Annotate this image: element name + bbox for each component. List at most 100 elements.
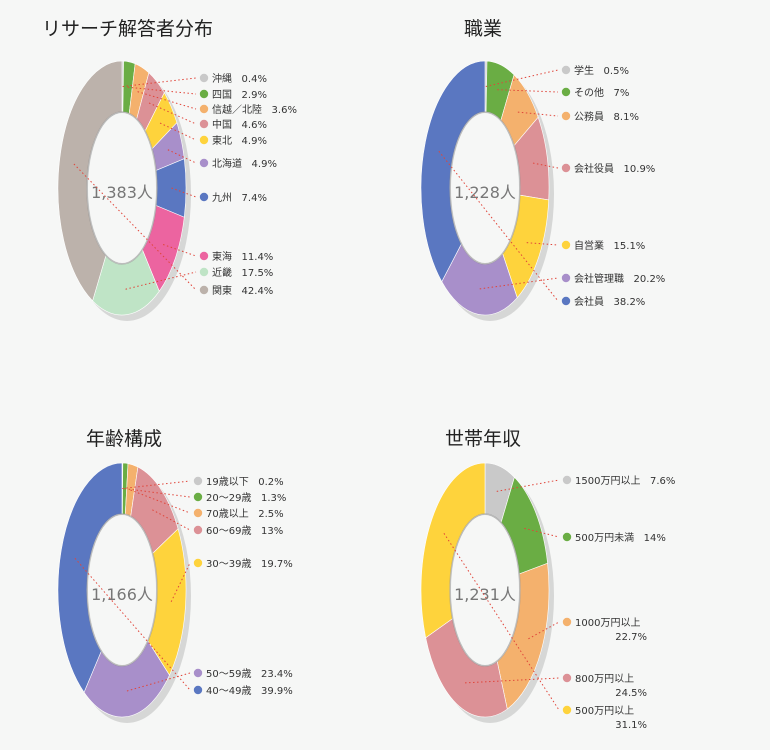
chart-title-region: リサーチ解答者分布 bbox=[42, 18, 214, 40]
legend-dot bbox=[562, 532, 572, 542]
leader-line bbox=[125, 271, 197, 290]
slice-label: 19歳以下 0.2% bbox=[206, 476, 284, 488]
slice-label: 信越／北陸 3.6% bbox=[212, 103, 297, 116]
slice-label: 学生 0.5% bbox=[574, 64, 629, 77]
legend-dot bbox=[199, 192, 209, 202]
legend-dot bbox=[562, 475, 572, 485]
legend-dot bbox=[199, 267, 209, 277]
legend-dot bbox=[193, 558, 203, 568]
slice-label: 中国 4.6% bbox=[212, 118, 267, 131]
donut-chart-2: 1,166人 19歳以下 0.2% 20〜29歳 1.3% 70歳以上 2.5% 60〜… bbox=[57, 462, 293, 723]
donut-center-label: 1,231人 bbox=[454, 585, 516, 604]
slice-label: 北海道 4.9% bbox=[212, 157, 277, 170]
leader-line bbox=[73, 163, 197, 291]
slice-label: 1500万円以上 7.6% bbox=[575, 475, 675, 487]
slice-label: 会社員 38.2% bbox=[574, 295, 645, 308]
legend-dot bbox=[199, 135, 209, 145]
slice-label: 会社役員 10.9% bbox=[574, 162, 655, 175]
legend-dot bbox=[193, 685, 203, 695]
legend-dot bbox=[562, 705, 572, 715]
slice-label: その他 7% bbox=[574, 86, 629, 99]
leader-line bbox=[122, 77, 197, 88]
leader-line bbox=[479, 277, 559, 290]
leader-line bbox=[167, 149, 197, 164]
donut-chart-1: 1,228人 学生 0.5% その他 7% 公務員 8.1% 会社役員 10.9% 自営業… bbox=[420, 60, 665, 321]
chart-title-age: 年齢構成 bbox=[86, 428, 163, 450]
legend-dot bbox=[561, 111, 571, 121]
leader-line bbox=[528, 621, 560, 640]
slice-label: 東北 4.9% bbox=[212, 134, 267, 147]
slice-label: 30〜39歳 19.7% bbox=[206, 558, 293, 570]
leader-line bbox=[152, 509, 191, 531]
slice-value: 22.7% bbox=[615, 632, 647, 643]
leader-line bbox=[126, 672, 191, 692]
slice-label: 20〜29歳 1.3% bbox=[206, 492, 286, 504]
slice-label: 沖縄 0.4% bbox=[212, 72, 267, 85]
legend-dot bbox=[193, 668, 203, 678]
chart-title-occupation: 職業 bbox=[464, 18, 503, 40]
legend-dot bbox=[561, 273, 571, 283]
legend-dot bbox=[562, 673, 572, 683]
legend-dot bbox=[193, 508, 203, 518]
donut-hole-rim bbox=[449, 513, 521, 667]
leader-line bbox=[526, 242, 559, 246]
legend-dot bbox=[561, 296, 571, 306]
slice-label: 800万円以上 bbox=[575, 673, 634, 685]
donut-hole bbox=[88, 515, 156, 665]
leader-line bbox=[74, 558, 191, 691]
slice-value: 31.1% bbox=[615, 720, 647, 731]
leader-line bbox=[485, 69, 559, 87]
leader-line bbox=[159, 122, 197, 141]
leader-line bbox=[171, 187, 197, 198]
slice-label: 50〜59歳 23.4% bbox=[206, 668, 293, 680]
donut-center-label: 1,383人 bbox=[91, 183, 153, 202]
legend-dot bbox=[199, 285, 209, 295]
slice-label: 70歳以上 2.5% bbox=[206, 508, 284, 520]
donut-center-label: 1,228人 bbox=[454, 183, 516, 202]
donut-hole bbox=[88, 113, 156, 263]
legend-dot bbox=[199, 104, 209, 114]
legend-dot bbox=[561, 65, 571, 75]
leader-line bbox=[517, 111, 559, 117]
leader-line bbox=[130, 489, 191, 514]
donut-hole bbox=[451, 515, 519, 665]
donut-hole bbox=[451, 113, 519, 263]
slice-label: 公務員 8.1% bbox=[574, 110, 639, 123]
slice-label: 九州 7.4% bbox=[212, 192, 267, 204]
leader-line bbox=[162, 244, 197, 257]
slice-label: 関東 42.4% bbox=[212, 284, 273, 297]
legend-dot bbox=[561, 240, 571, 250]
legend-dot bbox=[561, 87, 571, 97]
slice-label: 近畿 17.5% bbox=[212, 266, 273, 279]
chart-title-income: 世帯年収 bbox=[445, 428, 522, 450]
leader-line bbox=[122, 480, 191, 489]
legend-dot bbox=[199, 158, 209, 168]
legend-dot bbox=[561, 163, 571, 173]
donut-hole-rim bbox=[449, 111, 521, 265]
leader-line bbox=[443, 533, 560, 711]
slice-label: 東海 11.4% bbox=[212, 250, 273, 263]
legend-dot bbox=[199, 89, 209, 99]
slice-label: 四国 2.9% bbox=[212, 89, 267, 101]
donut-chart-3: 1,231人 1500万円以上 7.6% 500万円未満 14% 1000万円以上 22… bbox=[420, 462, 675, 731]
donut-chart-0: 1,383人 沖縄 0.4% 四国 2.9% 信越／北陸 3.6% 中国 4.6% 東北 … bbox=[57, 60, 297, 321]
slice-label: 500万円未満 14% bbox=[575, 532, 666, 544]
leader-line bbox=[124, 488, 191, 498]
donut-hole-rim bbox=[86, 513, 158, 667]
slice-label: 1000万円以上 bbox=[575, 617, 640, 629]
slice-label: 会社管理職 20.2% bbox=[574, 272, 665, 285]
leader-line bbox=[127, 86, 197, 95]
legend-dot bbox=[199, 119, 209, 129]
slice-label: 60〜69歳 13% bbox=[206, 525, 283, 537]
leader-line bbox=[496, 479, 560, 492]
slice-label: 40〜49歳 39.9% bbox=[206, 685, 293, 697]
slice-label: 自営業 15.1% bbox=[574, 239, 645, 252]
legend-dot bbox=[199, 73, 209, 83]
donut-center-label: 1,166人 bbox=[91, 585, 153, 604]
slice-value: 24.5% bbox=[615, 688, 647, 699]
legend-dot bbox=[562, 617, 572, 627]
legend-dot bbox=[193, 476, 203, 486]
legend-dot bbox=[193, 492, 203, 502]
